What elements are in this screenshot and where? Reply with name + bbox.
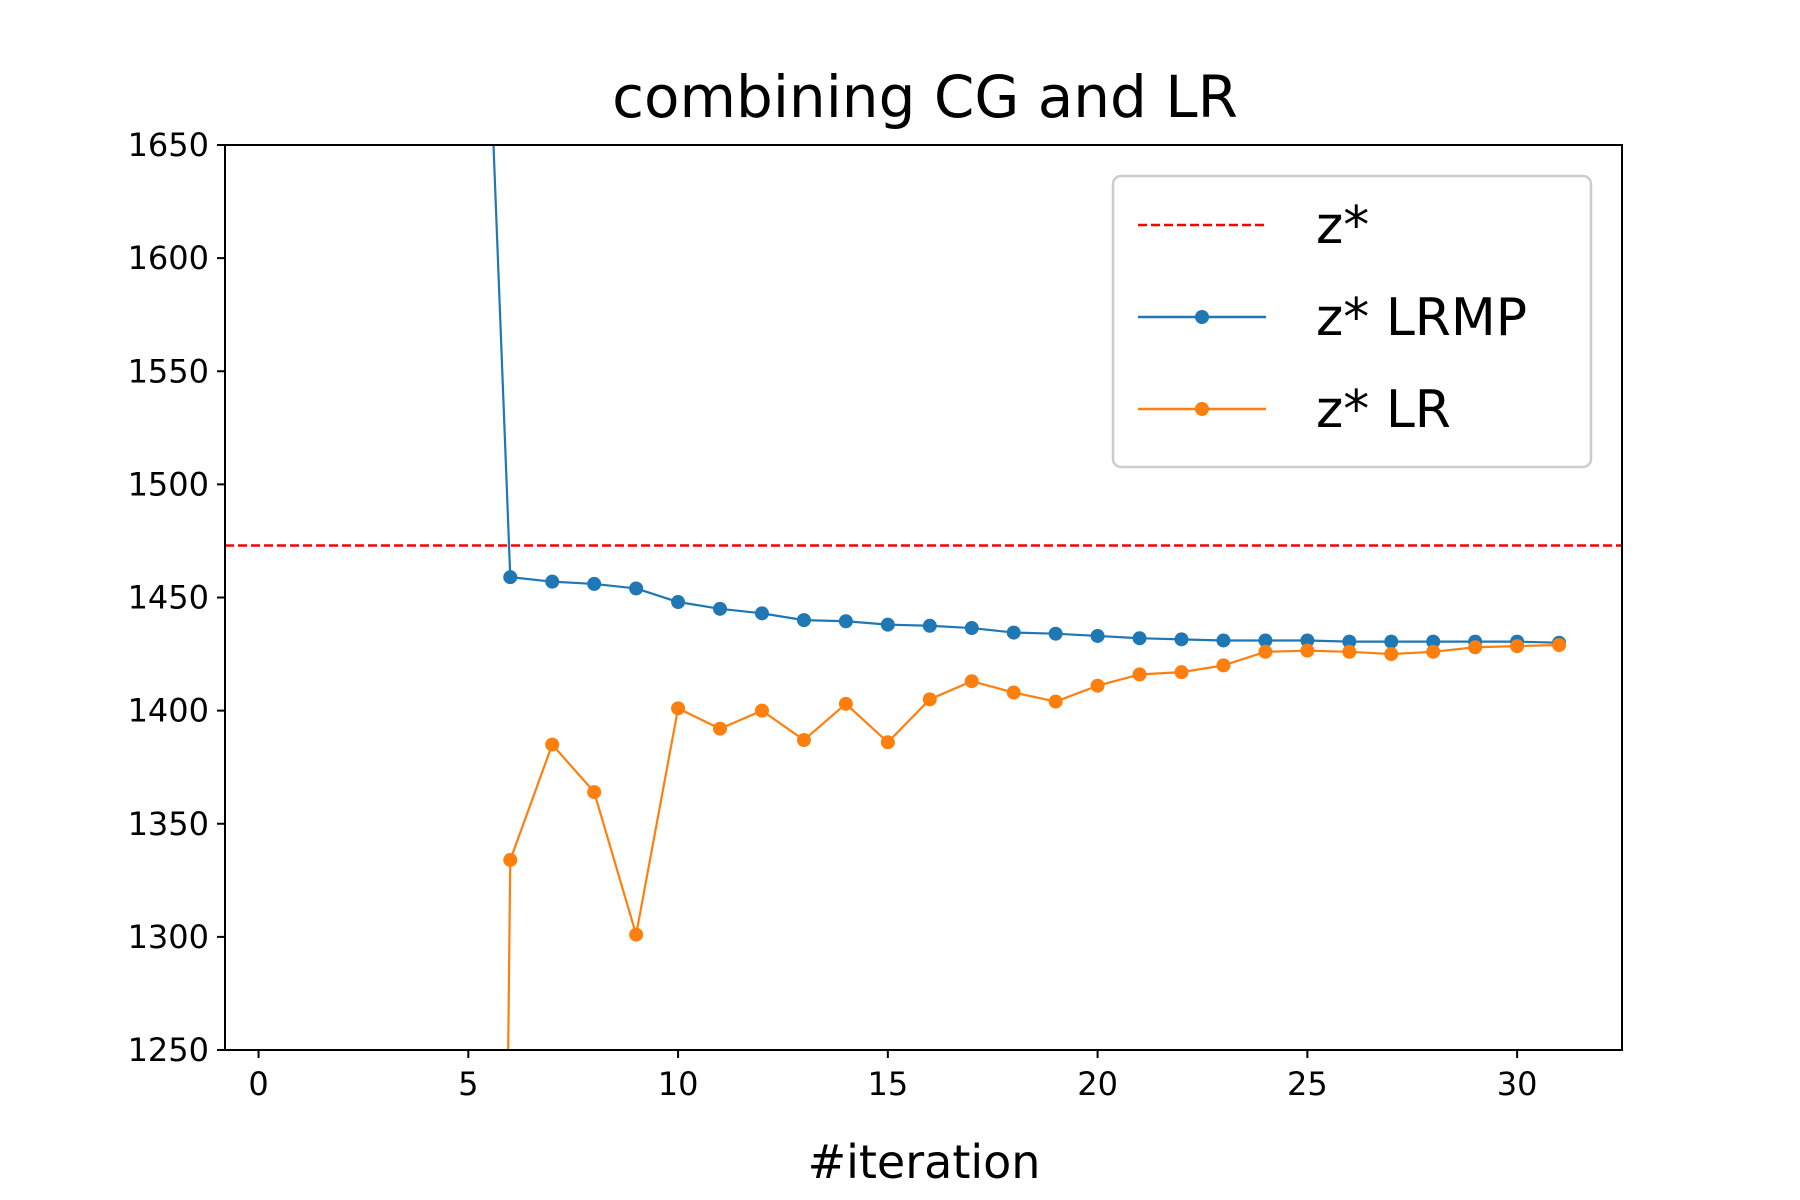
data-point-z-lrmp	[796, 613, 811, 628]
series-layer	[492, 145, 1567, 1050]
legend-entry-z-lr: z* LR	[1138, 380, 1451, 440]
legend-label: z* LR	[1316, 380, 1451, 440]
data-point-z-lrmp	[1006, 625, 1021, 640]
data-point-z-lr	[629, 927, 644, 942]
data-point-z-lr	[1300, 643, 1315, 658]
legend-marker	[1195, 402, 1209, 416]
y-tick-label: 1500	[128, 465, 209, 503]
data-point-z-lrmp	[629, 581, 644, 596]
data-point-z-lrmp	[1426, 634, 1441, 649]
data-point-z-lrmp	[1384, 634, 1399, 649]
y-axis: 1250 1300 1350 1400 1450 1500 1550 1600 1650	[128, 126, 225, 1069]
legend-label: z* LRMP	[1316, 288, 1527, 348]
data-point-z-lr	[1006, 685, 1021, 700]
data-point-z-lrmp	[1174, 632, 1189, 647]
legend-entry-z-lrmp: z* LRMP	[1138, 288, 1527, 348]
data-point-z-lr	[1384, 647, 1399, 662]
y-tick-label: 1650	[128, 126, 209, 164]
data-point-z-lr	[1552, 638, 1567, 653]
y-tick-label: 1400	[128, 692, 209, 730]
legend-label: z*	[1316, 196, 1369, 256]
data-point-z-lrmp	[545, 574, 560, 589]
x-tick-label: 20	[1077, 1065, 1118, 1103]
data-point-z-lrmp	[503, 570, 518, 585]
data-point-z-lr	[545, 737, 560, 752]
data-point-z-lrmp	[713, 601, 728, 616]
data-point-z-lrmp	[1132, 631, 1147, 646]
data-point-z-lrmp	[1300, 633, 1315, 648]
data-point-z-lr	[1132, 667, 1147, 682]
data-point-z-lr	[754, 703, 769, 718]
data-point-z-lrmp	[1258, 633, 1273, 648]
y-tick-label: 1300	[128, 918, 209, 956]
legend-entry-z: z*	[1138, 196, 1369, 256]
x-tick-label: 15	[867, 1065, 908, 1103]
data-point-z-lr	[1342, 644, 1357, 659]
data-point-z-lr	[922, 692, 937, 707]
series-z-lrmp	[492, 145, 1567, 650]
data-point-z-lr	[1174, 665, 1189, 680]
x-axis: 0 5 10 15 20 25 30	[248, 1050, 1537, 1103]
data-point-z-lr	[1426, 644, 1441, 659]
data-point-z-lr	[1090, 678, 1105, 693]
data-point-z-lrmp	[587, 576, 602, 591]
series-z-lr	[503, 638, 1567, 1050]
data-point-z-lr	[964, 674, 979, 689]
y-tick-label: 1350	[128, 805, 209, 843]
data-point-z-lrmp	[838, 614, 853, 629]
y-tick-label: 1450	[128, 579, 209, 617]
data-point-z-lrmp	[671, 595, 686, 610]
data-point-z-lrmp	[754, 606, 769, 621]
data-point-z-lr	[880, 735, 895, 750]
x-tick-label: 5	[458, 1065, 478, 1103]
data-point-z-lrmp	[964, 621, 979, 636]
data-point-z-lr	[1216, 658, 1231, 673]
x-tick-label: 25	[1287, 1065, 1328, 1103]
data-point-z-lr	[1258, 644, 1273, 659]
data-point-z-lr	[713, 721, 728, 736]
y-tick-label: 1250	[128, 1031, 209, 1069]
x-tick-label: 30	[1497, 1065, 1538, 1103]
data-point-z-lr	[1510, 639, 1525, 654]
data-point-z-lr	[1468, 640, 1483, 655]
data-point-z-lrmp	[1216, 633, 1231, 648]
legend-box	[1111, 174, 1593, 469]
x-tick-label: 0	[248, 1065, 268, 1103]
data-point-z-lr	[838, 696, 853, 711]
data-point-z-lr	[796, 733, 811, 748]
data-point-z-lrmp	[1342, 634, 1357, 649]
data-point-z-lrmp	[1048, 626, 1063, 641]
data-point-z-lr	[587, 785, 602, 800]
data-point-z-lrmp	[922, 618, 937, 633]
data-point-z-lr	[503, 852, 518, 867]
y-tick-label: 1600	[128, 239, 209, 277]
data-point-z-lr	[1048, 694, 1063, 709]
series-line-z-lr	[507, 643, 1560, 1050]
data-point-z-lr	[671, 701, 686, 716]
chart-title: combining CG and LR	[612, 63, 1238, 131]
legend-marker	[1195, 310, 1209, 324]
y-tick-label: 1550	[128, 352, 209, 390]
data-point-z-lrmp	[1090, 628, 1105, 643]
x-axis-title: #iteration	[808, 1135, 1041, 1189]
x-tick-label: 10	[658, 1065, 699, 1103]
data-point-z-lrmp	[880, 617, 895, 632]
legend: z* z* LRMP z* LR	[1111, 174, 1593, 469]
